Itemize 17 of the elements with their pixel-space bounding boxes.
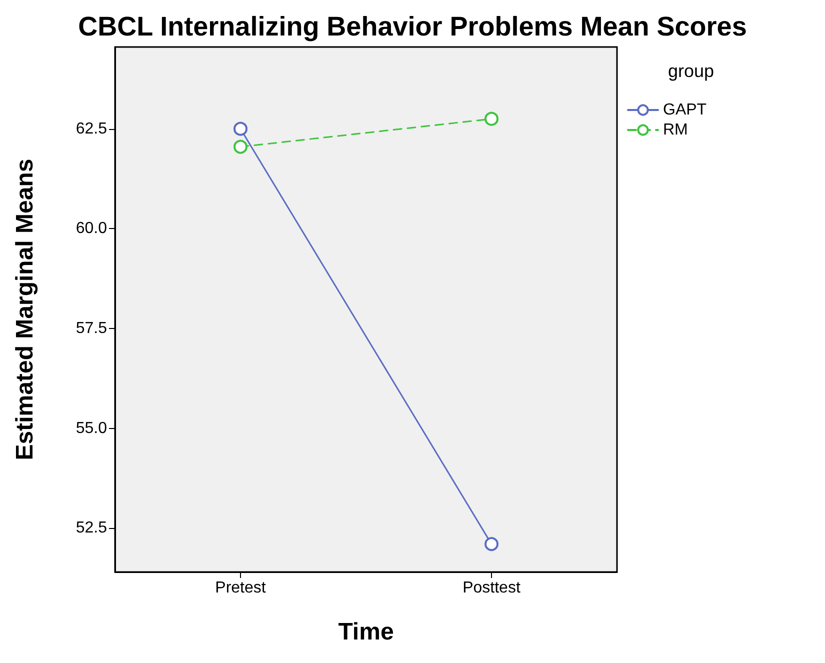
point <box>484 112 498 126</box>
y-axis-title: Estimated Marginal Means <box>12 158 38 460</box>
legend-label: GAPT <box>663 102 707 118</box>
legend-label: RM <box>663 122 688 138</box>
y-tick-label: 62.5 <box>76 120 108 138</box>
point <box>484 537 498 552</box>
y-tick-label: 57.5 <box>76 320 108 337</box>
y-tick-label: 52.5 <box>76 520 108 537</box>
x-axis-title: Time <box>338 618 394 646</box>
chart-title: CBCL Internalizing Behavior Problems Mean Scores <box>78 12 747 42</box>
legend-title: group <box>668 61 714 81</box>
point <box>234 140 248 154</box>
x-tick-label: Posttest <box>462 580 521 596</box>
point <box>234 122 248 136</box>
x-tick-label: Pretest <box>215 580 266 596</box>
y-tick-label: 55.0 <box>76 420 108 437</box>
y-tick-label: 60.0 <box>76 220 108 238</box>
